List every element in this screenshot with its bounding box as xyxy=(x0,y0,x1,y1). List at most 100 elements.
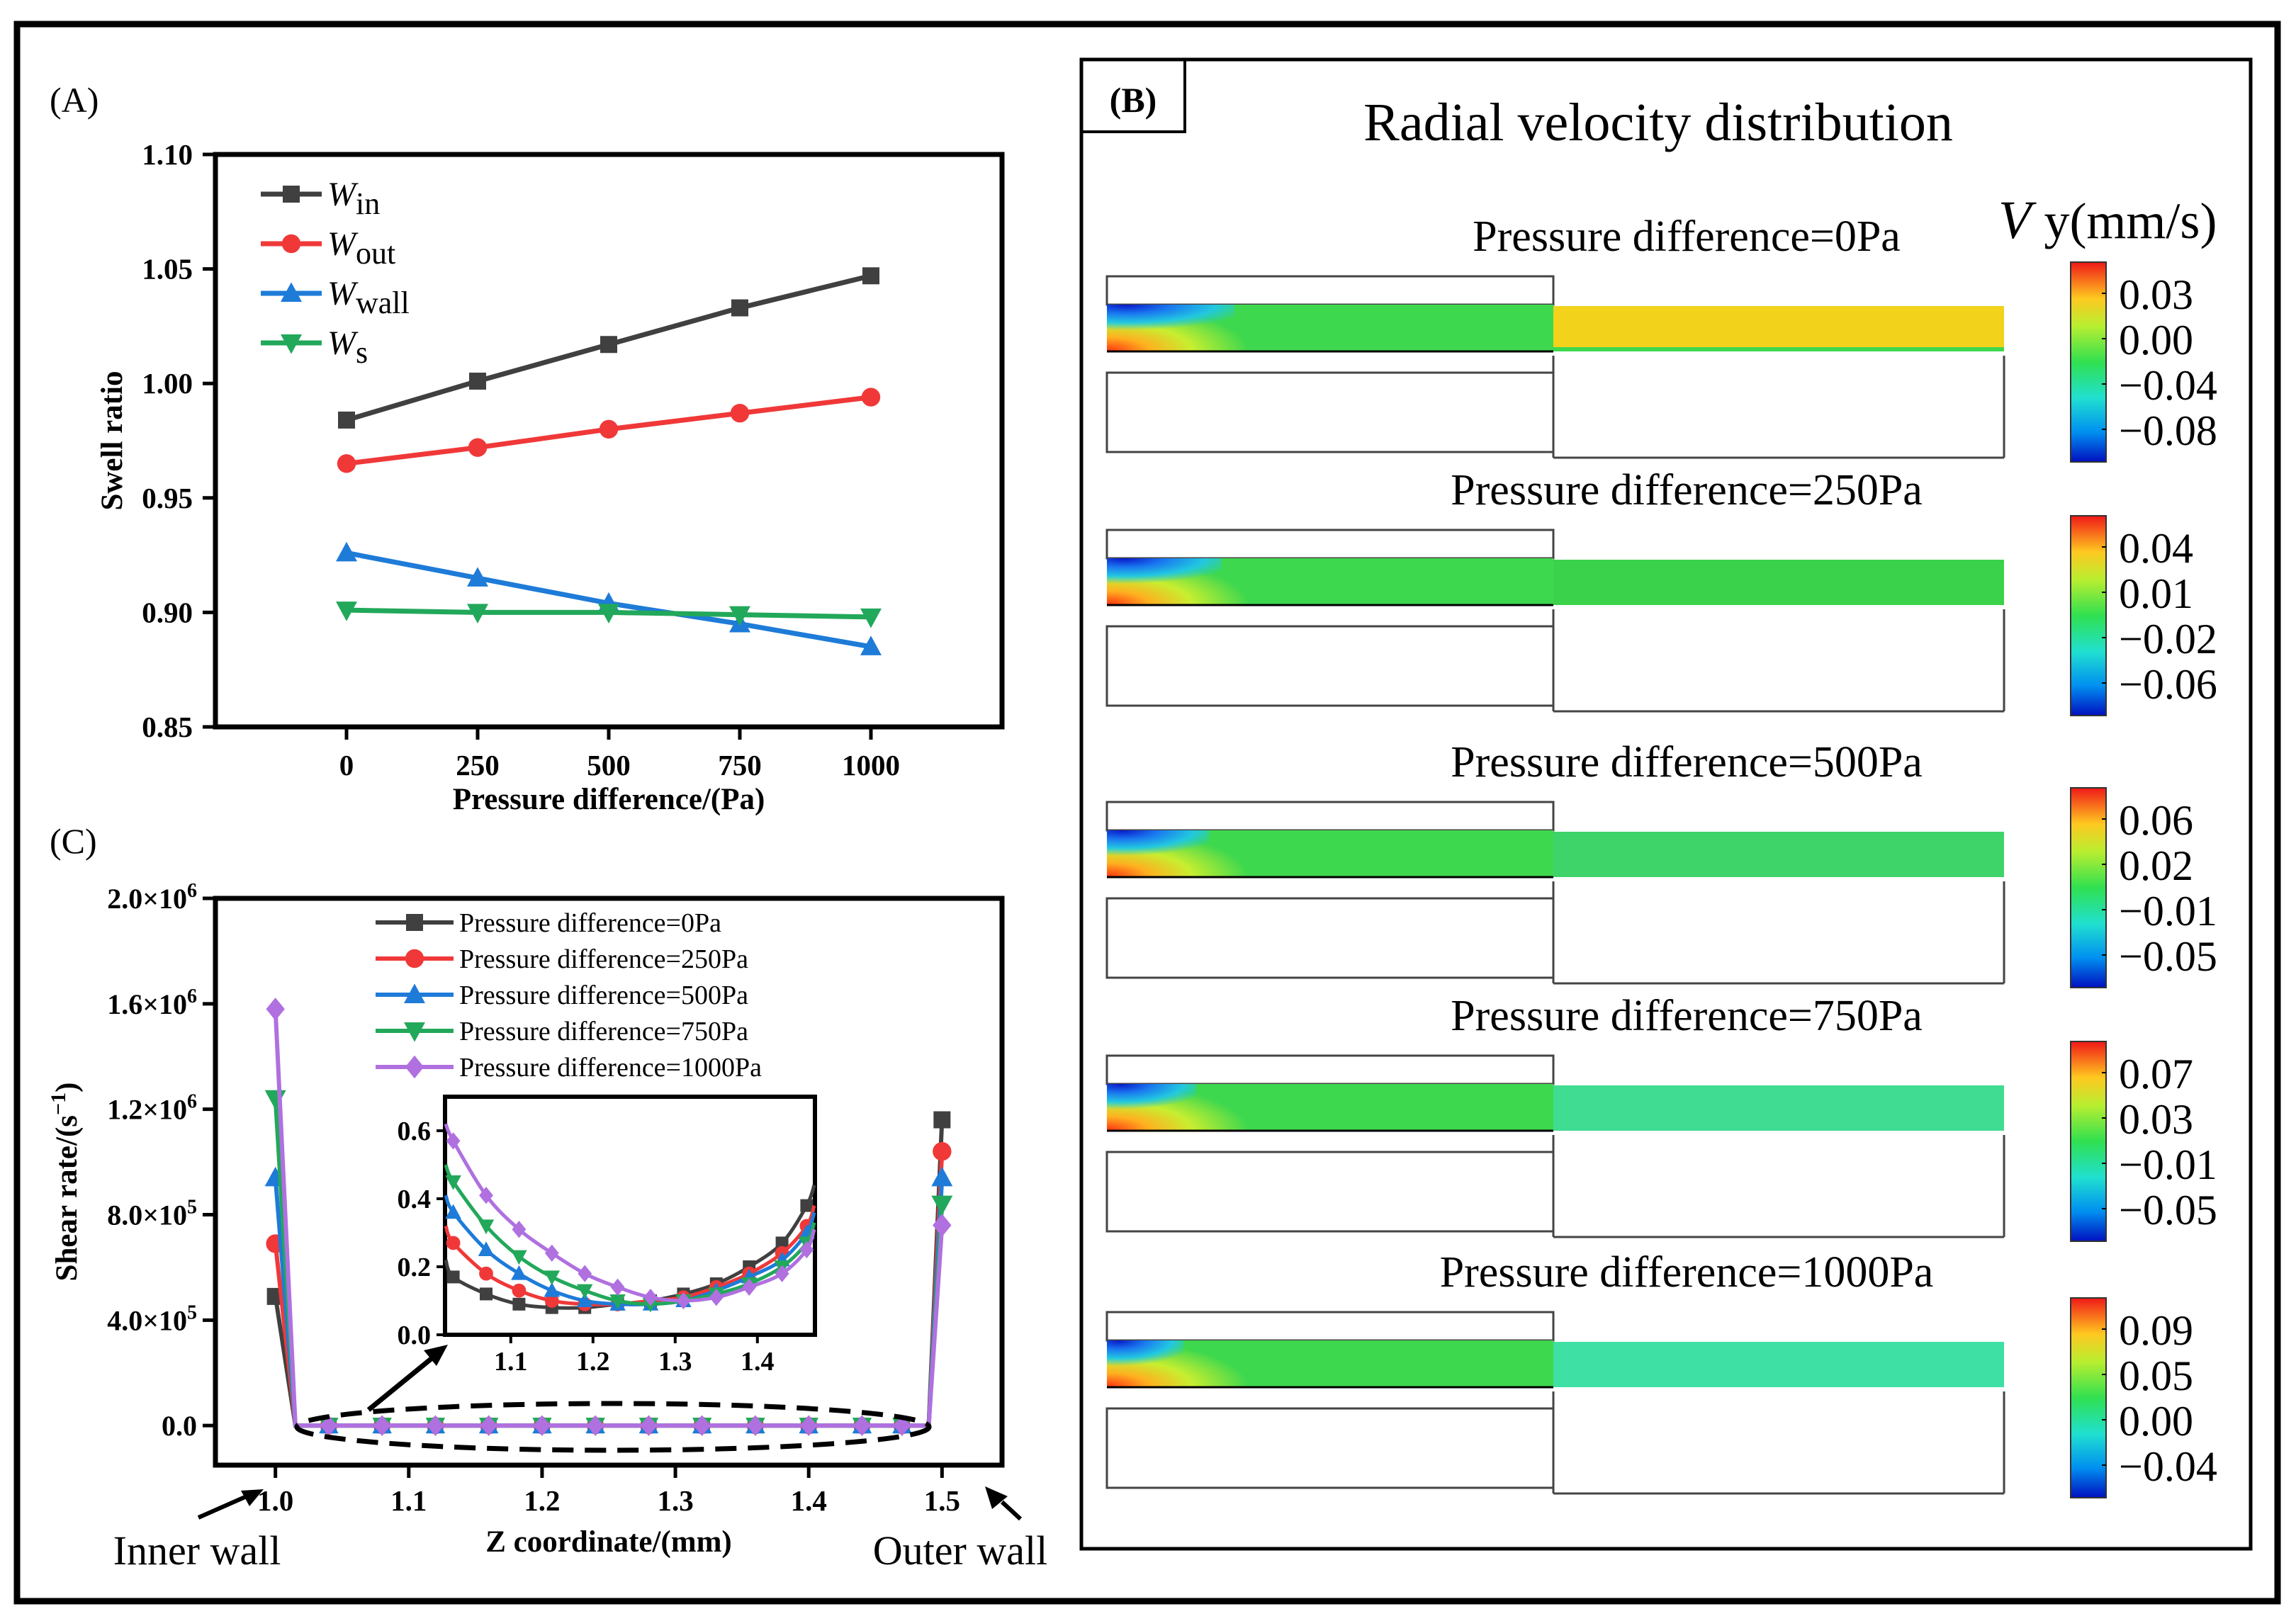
panel-c-y-axis-label: Shear rate/(s−1) xyxy=(47,1083,84,1282)
panel-a-x-tick-label: 750 xyxy=(718,749,762,781)
panel-a-x-axis-label: Pressure difference/(Pa) xyxy=(453,783,765,816)
panel-c-point-4 xyxy=(533,1415,551,1437)
extrudate-flow-region xyxy=(1553,306,2004,351)
panel-a-legend-marker-out xyxy=(281,234,301,254)
panel-a-point-s xyxy=(729,606,750,626)
colorbar xyxy=(2070,515,2107,716)
panel-c-legend-marker-1 xyxy=(405,949,424,968)
die-lower-block xyxy=(1105,897,1555,979)
panel-a-point-wall xyxy=(860,636,882,655)
panel-c-legend-marker-4 xyxy=(405,1055,424,1079)
inset-point-4 xyxy=(446,1132,461,1150)
inset-y-tick-label: 0.0 xyxy=(398,1321,432,1350)
velocity-maps: Pressure difference=0Pa0.030.00−0.04−0.0… xyxy=(1105,213,2217,1498)
colorbar xyxy=(2070,1041,2107,1242)
negative-velocity-zone xyxy=(1107,558,1222,584)
inset-point-4 xyxy=(742,1278,757,1296)
panel-a-point-in xyxy=(731,299,748,317)
panel-c-point-4 xyxy=(800,1415,818,1437)
panel-b-label-box xyxy=(1080,58,1186,133)
panel-b-label: (B) xyxy=(1110,80,1157,120)
panel-a-point-s xyxy=(467,604,488,623)
colorbar-tick-label: −0.06 xyxy=(2119,661,2217,708)
panel-c-point-4 xyxy=(373,1415,391,1437)
inner-wall-arrow-head xyxy=(241,1489,264,1506)
colorbar-title-symbol: V xyxy=(1998,191,2037,250)
colorbar-tick-label: 0.04 xyxy=(2119,525,2193,572)
panel-c-legend-label-2: Pressure difference=500Pa xyxy=(459,981,748,1010)
inset-point-1 xyxy=(512,1283,527,1298)
velocity-map-label: Pressure difference=0Pa xyxy=(1473,213,1901,261)
tick-mantissa: 0.0 xyxy=(162,1410,197,1442)
panel-a-point-in xyxy=(338,411,355,429)
inset-point-2 xyxy=(478,1241,495,1256)
panel-a-x-tick-label: 0 xyxy=(339,749,354,781)
panel-a-point-wall xyxy=(467,567,488,587)
inset-point-0 xyxy=(800,1199,814,1212)
legend-subscript: s xyxy=(356,335,368,370)
zoom-arrow-line xyxy=(366,1355,436,1412)
outer-wall-arrow-head xyxy=(985,1486,1008,1509)
panel-a-point-out xyxy=(861,388,881,407)
inset-point-4 xyxy=(479,1187,493,1204)
panel-c-legend-label-1: Pressure difference=250Pa xyxy=(459,944,748,974)
panel-c: (C) 1.0 1.1 1.2 1.3 1.4 1.50.04.0×1058.0×1051… xyxy=(47,821,1047,1574)
legend-symbol: W xyxy=(327,275,359,312)
panel-a-point-s xyxy=(336,601,357,621)
inset-x-tick-label: 1.1 xyxy=(494,1347,528,1377)
panel-a-y-tick-label: 0.90 xyxy=(142,596,193,628)
panel-c-point-4 xyxy=(640,1415,658,1437)
panel-c-legend-marker-3 xyxy=(404,1022,425,1042)
inset-point-3 xyxy=(478,1219,495,1235)
colorbar xyxy=(2070,787,2107,988)
colorbar-tick-label: −0.04 xyxy=(2119,362,2217,409)
legend-symbol: W xyxy=(327,225,359,263)
panel-c-inner-wall-point-3 xyxy=(264,1090,286,1110)
colorbar xyxy=(2070,261,2107,463)
panel-b-frame xyxy=(1079,57,2253,1551)
panel-c-legend-label-3: Pressure difference=750Pa xyxy=(459,1017,748,1046)
legend-symbol: W xyxy=(327,324,359,362)
die-lower-block xyxy=(1105,371,1555,453)
legend-subscript: out xyxy=(356,236,395,271)
velocity-map-label: Pressure difference=1000Pa xyxy=(1440,1248,1934,1297)
velocity-map-label: Pressure difference=750Pa xyxy=(1451,992,1923,1040)
panel-c-x-tick-label: 1.3 xyxy=(657,1484,693,1517)
tick-mantissa: 1.6×10 xyxy=(107,988,187,1020)
inset-point-3 xyxy=(576,1284,593,1299)
panel-a-y-tick-label: 1.00 xyxy=(142,367,193,400)
inset-point-4 xyxy=(676,1292,691,1310)
extrudate-flow-region xyxy=(1553,1342,2004,1387)
panel-c-y-tick-label: 0.0 xyxy=(162,1410,197,1442)
inset-point-4 xyxy=(775,1265,789,1282)
inset-point-0 xyxy=(775,1236,789,1250)
panel-c-outer-wall-point-3 xyxy=(931,1195,953,1216)
tick-exponent: 5 xyxy=(187,1197,197,1219)
tick-mantissa: 8.0×10 xyxy=(107,1199,187,1231)
figure-frame xyxy=(13,21,2281,1605)
panel-c-outer-wall-point-0 xyxy=(933,1111,951,1129)
panel-c-series-line-4 xyxy=(273,1009,945,1428)
panel-a-legend-label-in: Win xyxy=(327,176,380,221)
panel-a-series xyxy=(336,267,882,655)
panel-a-y-axis-label: Swell ratio xyxy=(96,371,129,510)
inset-point-4 xyxy=(799,1241,814,1259)
colorbar-tick-label: 0.01 xyxy=(2119,570,2193,617)
panel-c-axes: 1.0 1.1 1.2 1.3 1.4 1.50.04.0×1058.0×1051.2×1… xyxy=(107,880,960,1517)
tick-exponent: 6 xyxy=(187,985,197,1007)
colorbar-tick-label: −0.05 xyxy=(2119,1187,2217,1233)
panel-c-x-tick-label: 1.0 xyxy=(257,1484,293,1517)
panel-c-x-tick-label: 1.4 xyxy=(791,1484,827,1517)
colorbar-tick-label: −0.02 xyxy=(2119,616,2217,662)
panel-c-y-tick-label: 1.6×106 xyxy=(107,985,197,1020)
panel-c-point-4 xyxy=(853,1415,871,1437)
panel-c-inner-wall-point-4 xyxy=(266,998,285,1021)
panel-c-legend-marker-2 xyxy=(404,983,425,1003)
colorbar-tick-label: −0.01 xyxy=(2119,1141,2217,1188)
inset-point-1 xyxy=(479,1266,493,1281)
colorbar-tick-label: 0.00 xyxy=(2119,1398,2193,1445)
colorbar-tick-label: −0.08 xyxy=(2119,407,2217,454)
velocity-map-1: Pressure difference=250Pa 0.040.01−0.02−0… xyxy=(1105,466,2217,716)
